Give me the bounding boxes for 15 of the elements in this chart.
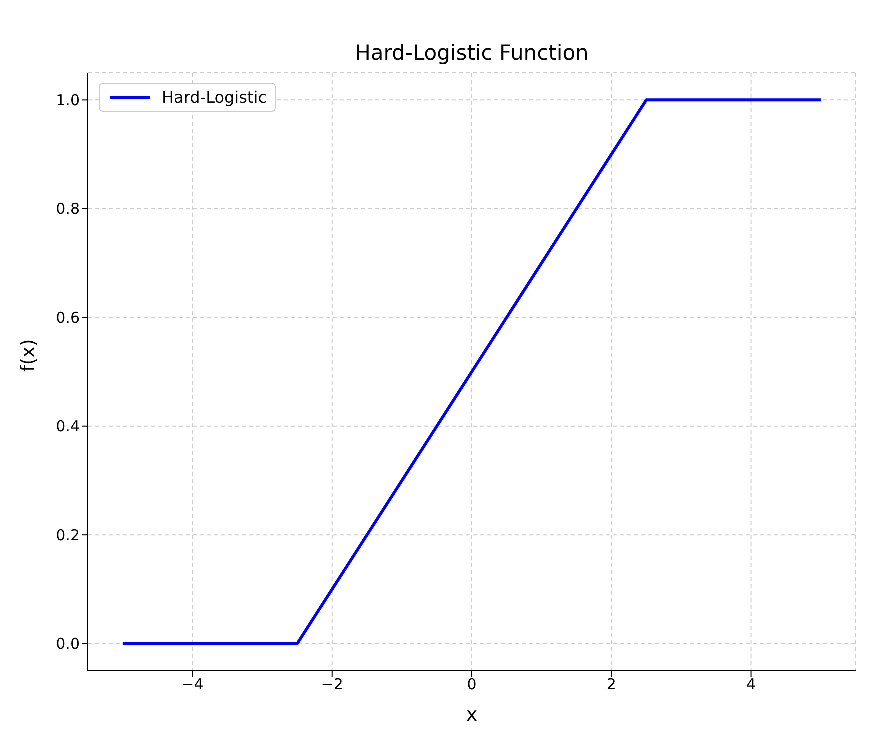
y-tick-label: 0.2 <box>56 526 80 544</box>
y-tick-label: 0.4 <box>56 418 80 436</box>
y-tick-label: 1.0 <box>56 92 80 110</box>
x-axis-title: x <box>466 704 478 726</box>
y-tick-label: 0.0 <box>56 635 80 654</box>
chart-title: Hard-Logistic Function <box>354 41 590 65</box>
x-tick-label: 0 <box>467 676 477 694</box>
x-tick-label: −4 <box>182 676 204 694</box>
x-tick-label: 2 <box>606 676 616 694</box>
y-axis-title: f(x) <box>18 339 40 372</box>
x-tick-label: 4 <box>746 676 756 694</box>
legend-label: Hard-Logistic <box>162 88 267 107</box>
x-tick-label: −2 <box>321 676 344 694</box>
y-tick-label: 0.8 <box>56 200 80 218</box>
y-tick-label: 0.6 <box>56 308 80 327</box>
